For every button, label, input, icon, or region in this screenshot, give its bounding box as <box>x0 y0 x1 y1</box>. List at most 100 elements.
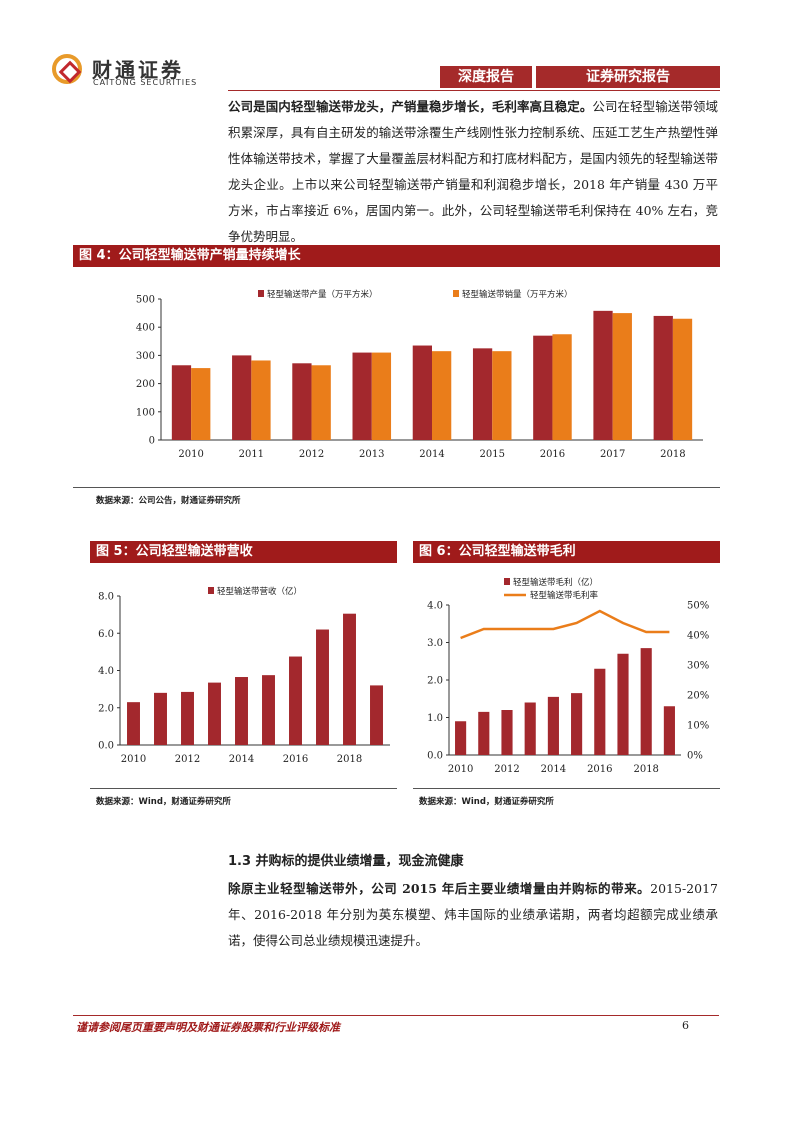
x-tick-label: 2018 <box>660 449 685 460</box>
y-tick-label: 0.0 <box>427 751 443 762</box>
bar <box>653 315 673 440</box>
y-tick-label: 8.0 <box>98 592 114 603</box>
bar <box>552 334 572 440</box>
bar <box>533 335 553 440</box>
bar <box>191 368 211 440</box>
legend-label: 轻型输送带毛利（亿） <box>513 577 598 588</box>
x-tick-label: 2014 <box>419 449 444 460</box>
bar <box>472 348 493 440</box>
intro-lead: 公司是国内轻型输送带龙头，产销量稳步增长，毛利率高且稳定。 <box>228 99 593 114</box>
bar <box>663 706 675 755</box>
intro-paragraph: 公司是国内轻型输送带龙头，产销量稳步增长，毛利率高且稳定。公司在轻型输送带领域积… <box>228 94 718 250</box>
y-tick-label: 100 <box>136 407 155 418</box>
x-tick-label: 2017 <box>600 449 625 460</box>
x-tick-label: 2012 <box>494 764 519 775</box>
bar <box>262 675 275 745</box>
bar <box>547 696 559 755</box>
x-tick-label: 2014 <box>229 754 254 765</box>
bar <box>208 682 221 745</box>
bar <box>127 702 140 745</box>
fig5-source: 数据来源：Wind，财通证券研究所 <box>96 797 231 807</box>
section-body: 2015-2017 年、2016-2018 年分别为英东模塑、炜丰国际的业绩承诺… <box>228 881 718 948</box>
bar <box>432 351 452 440</box>
x-tick-label: 2010 <box>178 449 203 460</box>
bar <box>181 691 194 745</box>
y-tick-label: 200 <box>136 379 155 390</box>
bar <box>370 685 383 745</box>
report-category-tag: 证券研究报告 <box>536 66 720 88</box>
fig4-rule <box>73 487 720 488</box>
bar <box>352 352 372 440</box>
intro-body: 公司在轻型输送带领域积累深厚，具有自主研发的输送带涂覆生产线刚性张力控制系统、压… <box>228 99 718 244</box>
fig4-title: 图 4：公司轻型输送带产销量持续增长 <box>73 245 720 267</box>
y-tick-label: 400 <box>136 323 155 334</box>
header-divider <box>228 90 720 91</box>
legend-swatch <box>504 578 510 585</box>
bar <box>594 668 606 755</box>
bar <box>412 345 432 440</box>
bar <box>232 355 252 440</box>
bar <box>455 721 467 755</box>
bar <box>672 318 693 440</box>
bar <box>593 310 613 440</box>
fig6-source: 数据来源：Wind，财通证券研究所 <box>419 797 554 807</box>
bar <box>251 360 271 440</box>
y-tick-label: 4.0 <box>98 666 114 677</box>
bar <box>311 365 331 440</box>
bar <box>371 352 392 440</box>
bar <box>501 710 513 755</box>
footer-divider <box>73 1015 719 1016</box>
bar <box>478 711 490 755</box>
x-tick-label: 2015 <box>479 449 504 460</box>
x-tick-label: 2018 <box>337 754 362 765</box>
y-tick-label: 3.0 <box>427 638 443 649</box>
x-tick-label: 2012 <box>175 754 200 765</box>
fig5-rule <box>90 788 397 789</box>
legend-swatch <box>453 290 459 297</box>
y-tick-label: 2.0 <box>98 703 114 714</box>
logo-chinese-name: 财通证券 <box>92 58 184 82</box>
legend-label: 轻型输送带销量（万平方米） <box>462 289 573 300</box>
y-tick-label: 0.0 <box>98 741 114 752</box>
y2-tick-label: 0% <box>687 751 703 762</box>
section-heading: 1.3 并购标的提供业绩增量，现金流健康 <box>228 854 464 869</box>
y2-tick-label: 40% <box>687 631 709 642</box>
y-tick-label: 1.0 <box>427 713 443 724</box>
section-paragraph: 除原主业轻型输送带外，公司 2015 年后主要业绩增量由并购标的带来。2015-… <box>228 876 718 954</box>
x-tick-label: 2014 <box>541 764 566 775</box>
x-tick-label: 2016 <box>283 754 308 765</box>
bar <box>492 351 512 440</box>
fig6-rule <box>413 788 720 789</box>
y2-tick-label: 20% <box>687 691 709 702</box>
fig6-title: 图 6：公司轻型输送带毛利 <box>413 541 720 563</box>
x-tick-label: 2016 <box>587 764 612 775</box>
legend-label: 轻型输送带产量（万平方米） <box>267 289 378 300</box>
page-number: 6 <box>682 1019 689 1032</box>
x-tick-label: 2013 <box>359 449 384 460</box>
bar <box>235 677 248 745</box>
y-tick-label: 6.0 <box>98 629 114 640</box>
y-tick-label: 4.0 <box>427 601 443 612</box>
bar <box>316 629 329 745</box>
fig6-chart: 0.0 1.0 2.0 3.0 4.0 0% 10% 20% 30% 40% 50% 2010 2012… <box>427 577 709 775</box>
report-type-tag: 深度报告 <box>440 66 532 88</box>
y2-tick-label: 50% <box>687 601 709 612</box>
fig5-chart: 0.0 2.0 4.0 6.0 8.0 2010 2012 2014 2016 2018 轻型输送带… <box>98 586 390 765</box>
y2-tick-label: 30% <box>687 661 709 672</box>
x-tick-label: 2016 <box>540 449 565 460</box>
logo-english-name: CAITONG SECURITIES <box>93 78 198 87</box>
bar <box>343 613 356 745</box>
bar <box>640 648 652 755</box>
y-tick-label: 500 <box>136 295 155 306</box>
x-tick-label: 2010 <box>121 754 146 765</box>
fig4-source: 数据来源：公司公告，财通证券研究所 <box>96 496 241 506</box>
y-tick-label: 0 <box>149 436 155 447</box>
x-tick-label: 2010 <box>448 764 473 775</box>
bar <box>617 653 629 755</box>
bar <box>571 693 583 755</box>
legend-swatch <box>208 587 214 594</box>
y-tick-label: 300 <box>136 351 155 362</box>
y2-tick-label: 10% <box>687 721 709 732</box>
bar <box>292 363 312 440</box>
bar <box>154 692 167 745</box>
